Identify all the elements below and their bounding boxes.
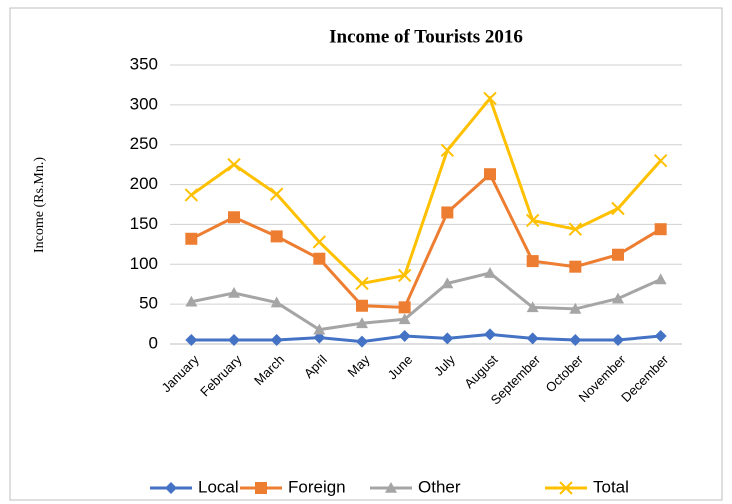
marker-stroke bbox=[568, 222, 583, 236]
data-point bbox=[270, 230, 283, 243]
marker-stroke bbox=[440, 143, 455, 158]
data-point bbox=[525, 213, 540, 228]
legend-marker bbox=[165, 482, 177, 494]
y-tick-label: 250 bbox=[130, 134, 158, 153]
marker-stroke bbox=[397, 268, 412, 283]
data-point bbox=[227, 157, 241, 172]
marker-stroke bbox=[653, 153, 668, 168]
marker-stroke bbox=[355, 276, 369, 291]
data-point bbox=[312, 235, 327, 249]
data-point bbox=[228, 334, 240, 347]
data-point bbox=[441, 206, 454, 219]
legend-marker bbox=[385, 482, 397, 493]
legend-label: Other bbox=[418, 477, 461, 496]
data-point bbox=[484, 267, 496, 278]
data-point bbox=[483, 91, 497, 106]
data-point bbox=[526, 301, 539, 313]
data-point bbox=[612, 248, 624, 261]
data-point bbox=[398, 301, 411, 314]
data-point bbox=[654, 223, 667, 236]
legend-label: Total bbox=[593, 477, 629, 496]
data-point bbox=[398, 313, 411, 325]
data-point bbox=[569, 334, 582, 347]
chart-title: Income of Tourists 2016 bbox=[329, 26, 523, 47]
series-line bbox=[190, 95, 662, 286]
data-point bbox=[612, 292, 624, 304]
data-point bbox=[441, 332, 454, 345]
legend-marker bbox=[559, 481, 573, 495]
legend-label: Foreign bbox=[288, 477, 346, 496]
data-point bbox=[313, 331, 326, 344]
y-tick-label: 100 bbox=[130, 254, 158, 273]
marker-stroke bbox=[184, 188, 199, 202]
data-point bbox=[653, 153, 668, 168]
data-point bbox=[356, 317, 368, 329]
marker-stroke bbox=[559, 481, 573, 495]
marker-stroke bbox=[525, 213, 540, 228]
chart-frame bbox=[9, 7, 723, 501]
y-tick-label: 200 bbox=[130, 174, 158, 193]
series-line bbox=[190, 171, 662, 309]
data-point bbox=[185, 334, 198, 347]
data-point bbox=[440, 143, 455, 158]
data-point bbox=[228, 211, 240, 224]
data-point bbox=[398, 330, 411, 343]
data-point bbox=[270, 296, 283, 308]
series-line bbox=[191, 271, 662, 332]
data-point bbox=[569, 260, 582, 273]
data-point bbox=[184, 188, 199, 202]
marker-stroke bbox=[312, 235, 327, 249]
marker-stroke bbox=[227, 157, 241, 172]
legend-label: Local bbox=[198, 477, 239, 496]
y-tick-label: 0 bbox=[149, 333, 158, 352]
y-tick-label: 300 bbox=[130, 94, 158, 113]
y-tick-label: 50 bbox=[139, 294, 158, 313]
data-point bbox=[228, 286, 240, 298]
data-point bbox=[313, 323, 326, 335]
y-tick-label: 150 bbox=[130, 214, 158, 233]
data-point bbox=[185, 232, 198, 245]
data-point bbox=[612, 334, 624, 347]
data-point bbox=[185, 295, 198, 307]
marker-stroke bbox=[611, 201, 625, 216]
data-point bbox=[526, 255, 539, 268]
data-point bbox=[654, 273, 667, 285]
data-point bbox=[397, 268, 412, 283]
data-point bbox=[611, 201, 625, 216]
series-line bbox=[191, 332, 661, 344]
marker-stroke bbox=[483, 91, 497, 106]
data-point bbox=[568, 222, 583, 236]
data-point bbox=[356, 335, 368, 348]
data-point bbox=[355, 276, 369, 291]
data-point bbox=[269, 187, 284, 201]
data-point bbox=[569, 302, 582, 314]
data-point bbox=[484, 168, 496, 181]
data-point bbox=[270, 334, 283, 347]
y-axis-label: Income (Rs.Mn.) bbox=[32, 157, 47, 253]
legend-marker bbox=[255, 482, 267, 494]
data-point bbox=[313, 252, 326, 265]
data-point bbox=[441, 277, 454, 289]
data-point bbox=[484, 328, 496, 341]
marker-stroke bbox=[269, 187, 284, 201]
data-point bbox=[526, 332, 539, 345]
data-point bbox=[356, 299, 368, 312]
y-tick-label: 350 bbox=[130, 54, 158, 73]
data-point bbox=[654, 330, 667, 343]
